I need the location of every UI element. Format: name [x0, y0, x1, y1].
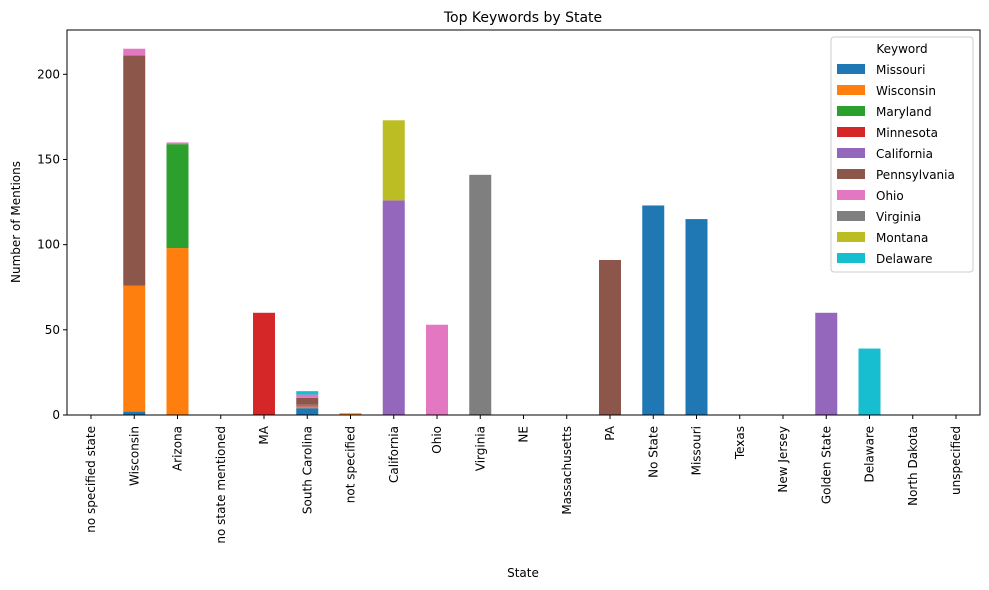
bars-group	[123, 48, 881, 415]
bar-segment	[296, 404, 319, 407]
legend-label: Ohio	[876, 189, 904, 203]
bar-segment	[815, 312, 838, 415]
x-tick-label: PA	[603, 425, 617, 440]
legend: Keyword Missouri Wisconsin Maryland Minneso…	[830, 36, 974, 273]
legend-swatch	[837, 64, 865, 74]
x-tick-label: California	[387, 426, 401, 483]
bar-segment	[426, 324, 448, 415]
y-tick-label: 100	[37, 238, 60, 252]
bar-segment	[469, 174, 492, 415]
legend-label: Montana	[876, 231, 928, 245]
legend-label: Delaware	[876, 252, 933, 266]
y-axis: 0 50 100 150 200	[37, 67, 67, 422]
x-tick-label: Texas	[733, 426, 747, 460]
y-axis-label: Number of Mentions	[9, 161, 23, 283]
x-tick-label: MA	[257, 425, 271, 444]
x-tick-label: no specified state	[84, 426, 98, 533]
legend-label: Minnesota	[876, 126, 938, 140]
bar-segment	[296, 406, 319, 409]
legend-swatch	[837, 232, 865, 242]
x-tick-label: Wisconsin	[127, 426, 141, 486]
bar-segment	[253, 312, 275, 415]
x-axis: no specified state Wisconsin Arizona no sta…	[84, 415, 963, 544]
bar-segment	[339, 413, 362, 415]
legend-label: California	[876, 147, 933, 161]
x-axis-label: State	[507, 566, 539, 580]
legend-swatch	[837, 148, 865, 158]
x-tick-label: Ohio	[430, 426, 444, 454]
x-tick-label: Arizona	[171, 426, 185, 471]
legend-title: Keyword	[876, 42, 927, 56]
legend-swatch	[837, 106, 865, 116]
bar-segment	[382, 200, 405, 415]
chart-title: Top Keywords by State	[443, 10, 602, 26]
y-tick-label: 50	[45, 323, 60, 337]
legend-items: Missouri Wisconsin Maryland Minnesota Califo…	[837, 63, 955, 266]
legend-swatch	[837, 85, 865, 95]
bar-segment	[123, 55, 146, 286]
x-tick-label: North Dakota	[906, 426, 920, 506]
bar-segment	[123, 285, 146, 412]
bar-segment	[166, 248, 189, 415]
x-tick-label: No State	[646, 426, 660, 478]
y-tick-label: 150	[37, 152, 60, 166]
legend-label: Pennsylvania	[876, 168, 955, 182]
x-tick-label: Massachusetts	[560, 426, 574, 515]
bar-segment	[166, 144, 189, 249]
bar-segment	[123, 48, 146, 56]
x-tick-label: NE	[517, 426, 531, 443]
legend-label: Virginia	[876, 210, 921, 224]
x-tick-label: South Carolina	[300, 426, 314, 514]
legend-swatch	[837, 127, 865, 137]
x-tick-label: Missouri	[690, 426, 704, 475]
bar-segment	[599, 259, 621, 415]
bar-segment	[296, 394, 319, 398]
x-tick-label: Delaware	[863, 426, 877, 483]
legend-swatch	[837, 190, 865, 200]
legend-label: Wisconsin	[876, 84, 936, 98]
x-tick-label: not specified	[344, 426, 358, 503]
bar-segment	[166, 142, 189, 145]
y-tick-label: 200	[37, 67, 60, 81]
bar-segment	[123, 411, 146, 415]
bar-segment	[296, 397, 319, 405]
x-tick-label: Golden State	[819, 426, 833, 504]
legend-swatch	[837, 211, 865, 221]
x-tick-label: no state mentioned	[214, 426, 228, 544]
x-tick-label: Virginia	[473, 426, 487, 471]
bar-segment	[642, 205, 665, 415]
x-tick-label: unspecified	[949, 426, 963, 495]
legend-swatch	[837, 169, 865, 179]
y-tick-label: 0	[52, 408, 60, 422]
legend-label: Missouri	[876, 63, 925, 77]
bar-segment	[296, 391, 319, 395]
bar-segment	[296, 408, 319, 415]
legend-frame	[830, 36, 974, 273]
bar-segment	[685, 219, 708, 415]
bar-segment	[858, 348, 881, 415]
bar-segment	[382, 120, 405, 201]
legend-swatch	[837, 253, 865, 263]
x-tick-label: New Jersey	[776, 426, 790, 493]
legend-label: Maryland	[876, 105, 932, 119]
